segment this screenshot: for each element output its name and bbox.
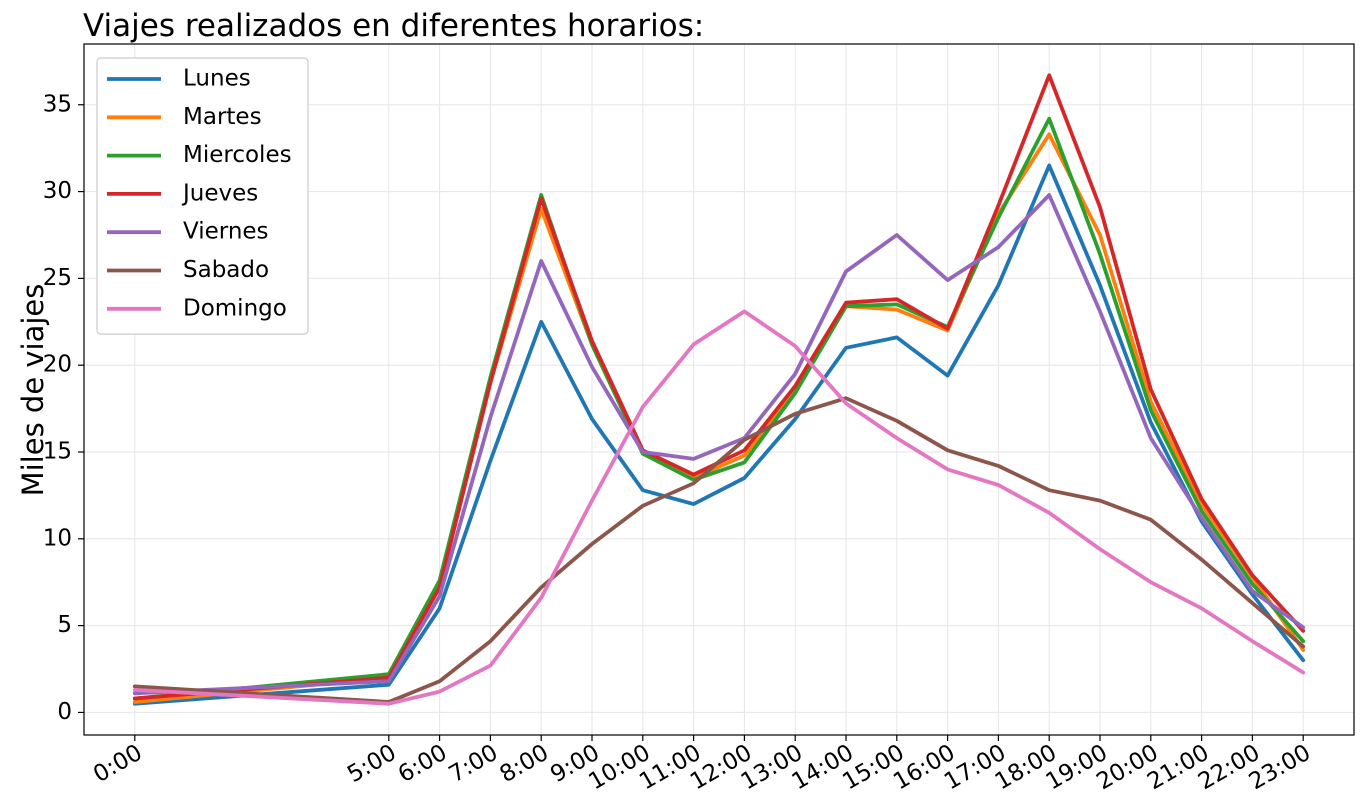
- legend-label: Lunes: [183, 66, 251, 92]
- y-tick-label: 20: [43, 352, 72, 378]
- legend-label: Jueves: [181, 180, 258, 206]
- legend-label: Miercoles: [183, 142, 292, 168]
- x-tick-label: 8:00: [495, 740, 553, 788]
- y-axis-label: Miles de viajes: [16, 284, 50, 497]
- legend: Lunes Martes Miercoles Jueves Viernes Sabado D…: [96, 57, 309, 335]
- plot-area-frame: [83, 43, 1355, 736]
- legend-label: Sabado: [183, 257, 269, 283]
- series-line-miercoles: [132, 116, 1306, 701]
- x-tick-label: 5:00: [343, 740, 401, 788]
- series-line-sabado: [132, 396, 1306, 704]
- y-tick-label: 10: [43, 525, 72, 551]
- y-tick-label: 15: [43, 439, 72, 465]
- y-tick-label: 35: [43, 91, 72, 117]
- y-tick-label: 0: [57, 699, 72, 725]
- y-tick-label: 5: [57, 612, 72, 638]
- y-tick-label: 30: [43, 178, 72, 204]
- legend-box: [96, 57, 309, 335]
- series-line-viernes: [132, 193, 1306, 696]
- legend-label: Domingo: [183, 295, 287, 321]
- series-line-domingo: [132, 309, 1306, 706]
- chart-title: Viajes realizados en diferentes horarios…: [83, 8, 704, 44]
- series-line-jueves: [132, 73, 1306, 701]
- y-axis: 0 5 10 15 20 25 30 35: [43, 91, 84, 725]
- legend-label: Martes: [183, 104, 262, 130]
- x-tick-label: 6:00: [394, 740, 452, 788]
- grid: [84, 44, 1354, 735]
- legend-label: Viernes: [183, 219, 269, 245]
- x-axis: 0:00 5:006:007:008:009:0010:0011:0012:001…: [89, 735, 1315, 795]
- y-tick-label: 25: [43, 265, 72, 291]
- series-line-lunes: [132, 163, 1306, 706]
- series-lines: [132, 73, 1306, 706]
- x-tick-label: 7:00: [445, 740, 503, 788]
- series-line-martes: [132, 132, 1306, 704]
- x-tick-label: 0:00: [89, 740, 147, 788]
